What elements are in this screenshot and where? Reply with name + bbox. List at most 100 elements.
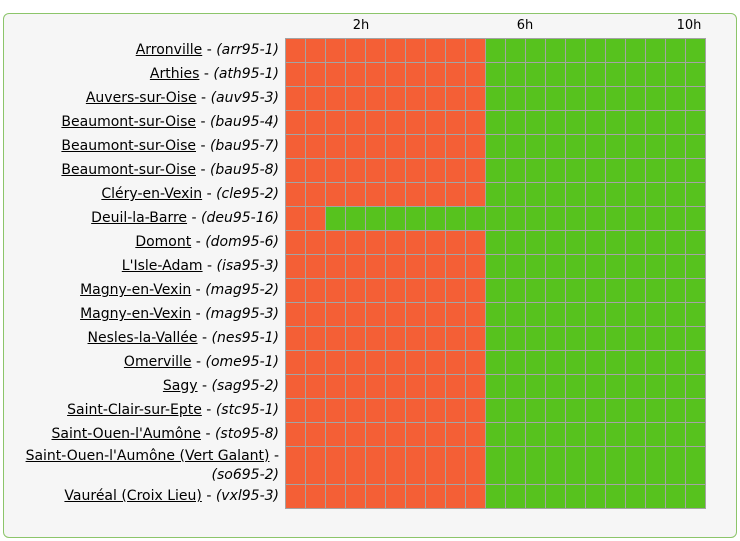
status-cell: [365, 158, 386, 183]
status-cell: [285, 254, 306, 279]
status-cell: [305, 350, 326, 375]
status-cell: [465, 62, 486, 87]
site-link[interactable]: Nesles-la-Vallée: [87, 330, 198, 346]
status-cell: [365, 254, 386, 279]
status-cell: [465, 484, 486, 509]
site-link[interactable]: Cléry-en-Vexin: [101, 186, 203, 202]
status-cell: [505, 254, 526, 279]
status-cell: [405, 398, 426, 423]
site-link[interactable]: Vauréal (Croix Lieu): [64, 488, 202, 504]
status-cell: [645, 230, 666, 255]
site-link[interactable]: Sagy: [162, 378, 198, 394]
status-cell: [405, 158, 426, 183]
status-cell: [445, 374, 466, 399]
status-cell: [645, 350, 666, 375]
status-cell: [345, 182, 366, 207]
status-cell: [425, 326, 446, 351]
status-cell: [345, 326, 366, 351]
site-link[interactable]: Magny-en-Vexin: [80, 282, 192, 298]
site-link[interactable]: Saint-Ouen-l'Aumône (Vert Galant): [25, 447, 270, 464]
row: Beaumont-sur-Oise - (bau95-4): [9, 110, 706, 135]
site-code: (auv95-3): [210, 90, 279, 106]
status-cell: [485, 110, 506, 135]
status-cell: [625, 374, 646, 399]
status-cell: [425, 38, 446, 63]
schedule-table: Arronville - (arr95-1) Arthies - (ath95-1…: [9, 38, 706, 509]
status-cell: [625, 484, 646, 509]
status-cell: [505, 422, 526, 447]
site-link[interactable]: L'Isle-Adam: [121, 258, 203, 274]
status-cell: [285, 446, 306, 485]
status-cell: [545, 206, 566, 231]
site-link[interactable]: Arronville: [135, 42, 203, 58]
status-cell: [605, 278, 626, 303]
status-cell: [685, 86, 706, 111]
site-link[interactable]: Magny-en-Vexin: [80, 306, 192, 322]
status-cell: [625, 158, 646, 183]
status-cell: [465, 134, 486, 159]
separator: -: [273, 447, 279, 464]
site-link[interactable]: Domont: [135, 234, 192, 250]
status-cell: [645, 326, 666, 351]
status-cell: [625, 398, 646, 423]
status-cell: [505, 182, 526, 207]
site-code: (bau95-4): [209, 114, 279, 130]
status-cell: [645, 134, 666, 159]
status-cell: [505, 62, 526, 87]
site-link[interactable]: Arthies: [149, 66, 200, 82]
site-link[interactable]: Deuil-la-Barre: [91, 210, 188, 226]
status-cell: [565, 446, 586, 485]
status-cell: [625, 110, 646, 135]
status-cell: [505, 446, 526, 485]
status-cell: [525, 326, 546, 351]
status-cell: [645, 484, 666, 509]
status-cell: [685, 134, 706, 159]
site-link[interactable]: Beaumont-sur-Oise: [61, 114, 196, 130]
status-cell: [465, 110, 486, 135]
status-cell: [385, 484, 406, 509]
status-cell: [405, 86, 426, 111]
status-cell: [545, 182, 566, 207]
site-link[interactable]: Saint-Clair-sur-Epte: [67, 402, 202, 418]
status-cell: [525, 182, 546, 207]
status-cell: [605, 422, 626, 447]
status-cell: [525, 484, 546, 509]
site-link[interactable]: Beaumont-sur-Oise: [61, 162, 196, 178]
status-cell: [345, 230, 366, 255]
status-cell: [385, 230, 406, 255]
row: Nesles-la-Vallée - (nes95-1): [9, 326, 706, 351]
status-cell: [425, 446, 446, 485]
status-cell: [665, 62, 686, 87]
status-cell: [665, 326, 686, 351]
status-cell: [365, 110, 386, 135]
status-cell: [605, 350, 626, 375]
status-cell: [405, 278, 426, 303]
site-link[interactable]: Saint-Ouen-l'Aumône: [51, 426, 201, 442]
status-cell: [585, 206, 606, 231]
site-code: (bau95-8): [209, 162, 279, 178]
status-cell: [485, 446, 506, 485]
status-cell: [585, 158, 606, 183]
row-label: L'Isle-Adam - (isa95-3): [9, 255, 286, 279]
row-label: Arthies - (ath95-1): [9, 63, 286, 87]
separator: -: [202, 378, 208, 394]
status-cell: [665, 278, 686, 303]
site-link[interactable]: Omerville: [123, 354, 192, 370]
status-cell: [485, 158, 506, 183]
row-label: Saint-Ouen-l'Aumône - (sto95-8): [9, 423, 286, 447]
status-cell: [305, 230, 326, 255]
site-link[interactable]: Auvers-sur-Oise: [85, 90, 197, 106]
status-cell: [685, 254, 706, 279]
separator: -: [206, 42, 212, 58]
status-cell: [465, 38, 486, 63]
site-link[interactable]: Beaumont-sur-Oise: [61, 138, 196, 154]
status-cell: [585, 110, 606, 135]
status-cell: [645, 62, 666, 87]
status-cell: [365, 206, 386, 231]
row: Sagy - (sag95-2): [9, 374, 706, 399]
status-cell: [345, 422, 366, 447]
row-label: Magny-en-Vexin - (mag95-2): [9, 279, 286, 303]
status-cell: [445, 254, 466, 279]
status-cell: [385, 302, 406, 327]
status-cell: [445, 110, 466, 135]
